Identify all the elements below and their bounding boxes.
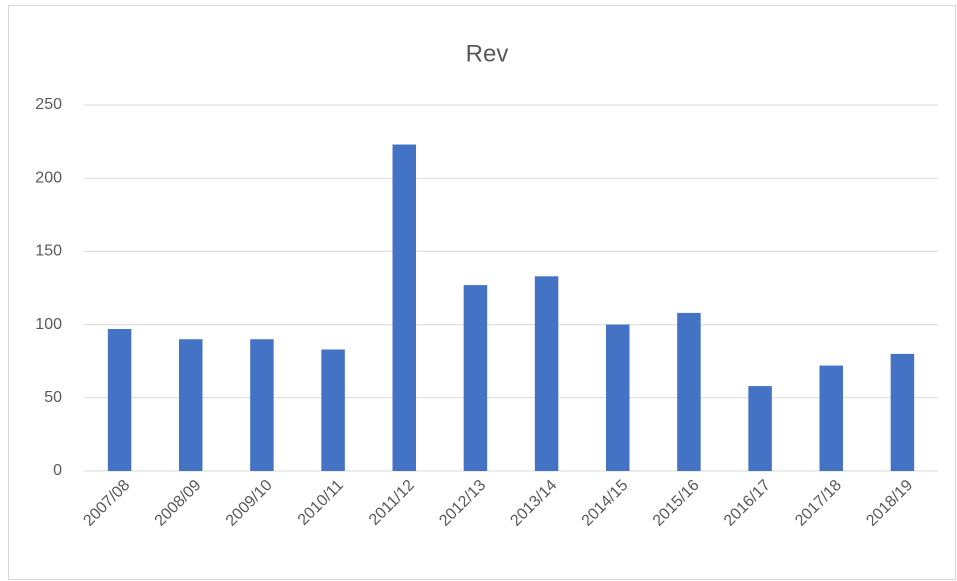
- bar: [179, 339, 203, 471]
- bar: [392, 144, 416, 471]
- bar: [534, 276, 559, 471]
- bar: [321, 349, 345, 471]
- bar: [819, 365, 843, 471]
- y-tick-label: 50: [44, 389, 62, 406]
- y-tick-label: 250: [35, 96, 62, 113]
- bar: [748, 386, 772, 471]
- y-tick-label: 150: [35, 243, 62, 260]
- bar: [463, 285, 488, 471]
- y-tick-label: 0: [53, 462, 62, 479]
- chart-title: Rev: [466, 40, 509, 67]
- bar: [107, 328, 132, 471]
- y-tick-label: 200: [35, 169, 62, 186]
- bar: [677, 312, 701, 471]
- y-tick-label: 100: [35, 316, 62, 333]
- bar: [890, 353, 915, 471]
- bar: [250, 339, 274, 471]
- bar: [606, 324, 630, 471]
